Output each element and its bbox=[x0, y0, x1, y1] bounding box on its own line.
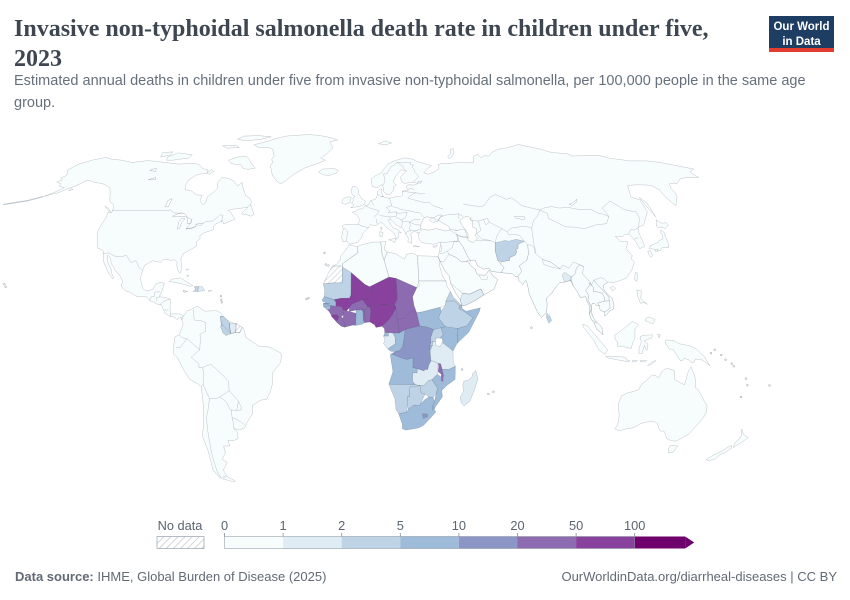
svg-text:5: 5 bbox=[397, 518, 404, 533]
svg-text:0: 0 bbox=[221, 518, 228, 533]
svg-text:20: 20 bbox=[510, 518, 524, 533]
svg-text:100: 100 bbox=[624, 518, 645, 533]
svg-text:No data: No data bbox=[158, 518, 204, 533]
svg-text:1: 1 bbox=[280, 518, 287, 533]
svg-text:10: 10 bbox=[452, 518, 466, 533]
svg-text:50: 50 bbox=[569, 518, 583, 533]
svg-text:2: 2 bbox=[338, 518, 345, 533]
